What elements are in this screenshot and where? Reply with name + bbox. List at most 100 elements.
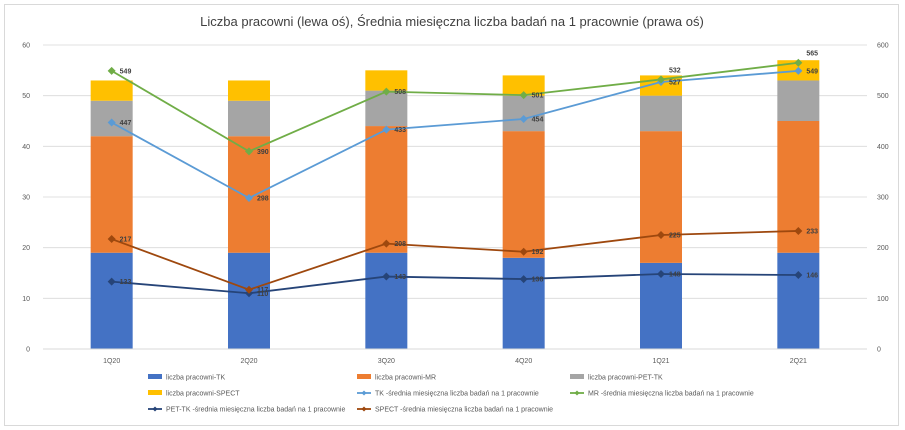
bar-segment	[365, 126, 408, 253]
line-series: 447 298 433 454 527 549 549 390 508 501 532 565 133 1…	[107, 51, 818, 298]
data-point	[245, 285, 253, 294]
legend-label: liczba pracowni-PET-TK	[588, 375, 663, 382]
legend-label: liczba pracowni-TK	[166, 375, 225, 382]
data-label: 447	[120, 120, 132, 127]
data-point	[519, 275, 528, 284]
data-label: 110	[257, 291, 268, 298]
data-label: 117	[257, 287, 268, 294]
series-line	[111, 61, 799, 153]
right-axis-tick: 100	[877, 296, 889, 303]
data-label: 508	[394, 89, 406, 96]
left-axis-tick: 50	[22, 93, 30, 100]
data-point	[519, 247, 528, 256]
data-point	[657, 231, 665, 239]
data-point	[107, 277, 116, 286]
data-point	[657, 270, 665, 279]
bar-segment	[228, 80, 270, 101]
series-line	[111, 273, 799, 295]
combo-chart: Liczba pracowni (lewa oś), Średnia miesi…	[22, 14, 889, 414]
chart-frame: Liczba pracowni (lewa oś), Średnia miesi…	[4, 4, 899, 426]
data-label: 138	[532, 277, 544, 284]
data-point	[657, 75, 665, 84]
data-point	[794, 271, 803, 280]
bar-segment	[365, 252, 408, 349]
data-label: 549	[806, 68, 818, 75]
data-label: 298	[257, 196, 269, 203]
bar-segment	[502, 257, 545, 349]
right-axis-tick: 300	[877, 195, 889, 202]
legend-swatch	[570, 374, 584, 379]
legend-label: TK -średnia miesięczna liczba badań na 1…	[375, 391, 539, 398]
stacked-bars	[90, 60, 820, 349]
bar-segment	[777, 80, 820, 121]
chart-title: Liczba pracowni (lewa oś), Średnia miesi…	[200, 14, 704, 29]
data-label: 192	[532, 249, 544, 256]
legend-label: PET-TK -średnia miesięczna liczba badań …	[166, 407, 345, 414]
bar-segment	[90, 136, 133, 253]
data-label: 532	[669, 67, 681, 74]
bar-segment	[640, 131, 682, 263]
x-axis-tick: 4Q20	[515, 358, 532, 365]
legend-label: SPECT -średnia miesięczna liczba badań n…	[375, 407, 553, 414]
data-point	[245, 147, 253, 156]
x-axis-tick: 1Q21	[652, 358, 669, 365]
legend-swatch	[148, 390, 162, 395]
data-point	[107, 118, 116, 127]
left-axis-tick: 0	[26, 347, 30, 354]
data-point	[794, 226, 803, 235]
left-axis-tick: 10	[22, 296, 30, 303]
data-label: 148	[669, 272, 681, 279]
left-axis-tick: 30	[22, 195, 30, 202]
bar-segment	[365, 70, 408, 91]
data-point	[382, 87, 391, 96]
data-label: 208	[394, 241, 406, 248]
legend-label: MR -średnia miesięczna liczba badań na 1…	[588, 391, 754, 398]
data-point	[382, 125, 391, 134]
data-label: 527	[669, 79, 681, 86]
bar-segment	[228, 252, 270, 349]
data-label: 133	[120, 279, 132, 286]
left-axis-tick: 60	[22, 43, 30, 50]
series-line	[111, 69, 799, 200]
legend-marker	[574, 390, 580, 396]
bar-segment	[502, 75, 545, 96]
x-axis: 1Q20 2Q20 3Q20 4Q20 1Q21 2Q21	[43, 348, 867, 365]
legend-swatch	[148, 374, 162, 379]
data-point	[794, 58, 803, 67]
x-axis-tick: 2Q20	[240, 358, 257, 365]
x-axis-tick: 1Q20	[103, 358, 120, 365]
x-axis-tick: 2Q21	[790, 358, 807, 365]
legend-label: liczba pracowni-SPECT	[166, 391, 240, 398]
bar-segment	[90, 252, 133, 349]
data-label: 549	[120, 68, 132, 75]
data-label: 390	[257, 149, 269, 156]
bar-segment	[640, 95, 682, 132]
bar-segment	[502, 95, 545, 132]
data-label: 565	[806, 51, 818, 58]
left-axis-tick: 40	[22, 144, 30, 151]
data-point	[107, 235, 116, 244]
right-axis-tick: 200	[877, 245, 889, 252]
data-point	[519, 91, 528, 100]
data-label: 233	[806, 228, 818, 235]
right-axis-tick: 0	[877, 347, 881, 354]
left-axis: 0 10 20 30 40 50 60	[22, 43, 30, 354]
data-label: 217	[120, 237, 132, 244]
bar-segment	[502, 131, 545, 258]
data-label: 146	[806, 273, 818, 280]
legend-marker	[361, 390, 367, 396]
series-line	[111, 230, 799, 291]
right-axis: 0 100 200 300 400 500 600	[877, 43, 889, 354]
legend-marker	[152, 406, 158, 412]
data-point	[794, 66, 803, 75]
bar-segment	[228, 100, 270, 137]
legend-marker	[361, 406, 367, 412]
data-point	[382, 272, 391, 281]
legend-label: liczba pracowni-MR	[375, 375, 436, 382]
data-label: 501	[532, 93, 544, 100]
bar-segment	[90, 80, 133, 101]
legend-swatch	[357, 374, 371, 379]
data-label: 433	[394, 127, 406, 134]
right-axis-tick: 400	[877, 144, 889, 151]
data-point	[107, 66, 116, 75]
